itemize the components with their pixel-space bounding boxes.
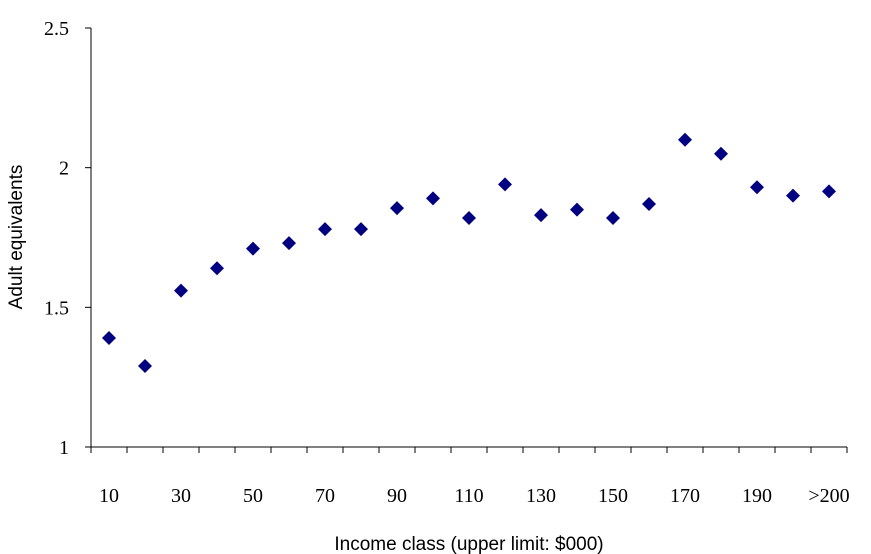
point [750, 180, 764, 195]
point [282, 236, 296, 251]
point [714, 146, 728, 161]
y-tick-label: 2.5 [44, 18, 69, 40]
point [534, 208, 548, 223]
point [822, 184, 836, 199]
x-tick-label: 130 [526, 485, 556, 507]
x-tick-label: >200 [808, 485, 849, 507]
point [102, 331, 116, 346]
y-tick-label: 1.5 [44, 297, 69, 319]
x-tick-label: 50 [243, 485, 263, 507]
point [390, 201, 404, 216]
point [426, 191, 440, 206]
point [246, 241, 260, 256]
x-tick-label: 190 [742, 485, 772, 507]
x-tick-label: 90 [387, 485, 407, 507]
point [462, 210, 476, 225]
point [786, 188, 800, 203]
point [318, 222, 332, 237]
x-tick-label: 110 [454, 485, 483, 507]
x-axis-title: Income class (upper limit: $000) [334, 534, 603, 554]
point [174, 283, 188, 298]
y-tick-label: 1 [59, 437, 69, 459]
point [210, 261, 224, 276]
point [354, 222, 368, 237]
y-axis-title: Adult equivalents [6, 165, 27, 310]
x-tick-label: 70 [315, 485, 335, 507]
x-tick-label: 170 [670, 485, 700, 507]
point [498, 177, 512, 192]
point [138, 358, 152, 373]
x-tick-label: 10 [99, 485, 119, 507]
point [678, 132, 692, 147]
point [606, 210, 620, 225]
y-tick-label: 2 [59, 158, 69, 180]
point [570, 202, 584, 217]
x-tick-label: 30 [171, 485, 191, 507]
point [642, 196, 656, 211]
x-tick-label: 150 [598, 485, 628, 507]
